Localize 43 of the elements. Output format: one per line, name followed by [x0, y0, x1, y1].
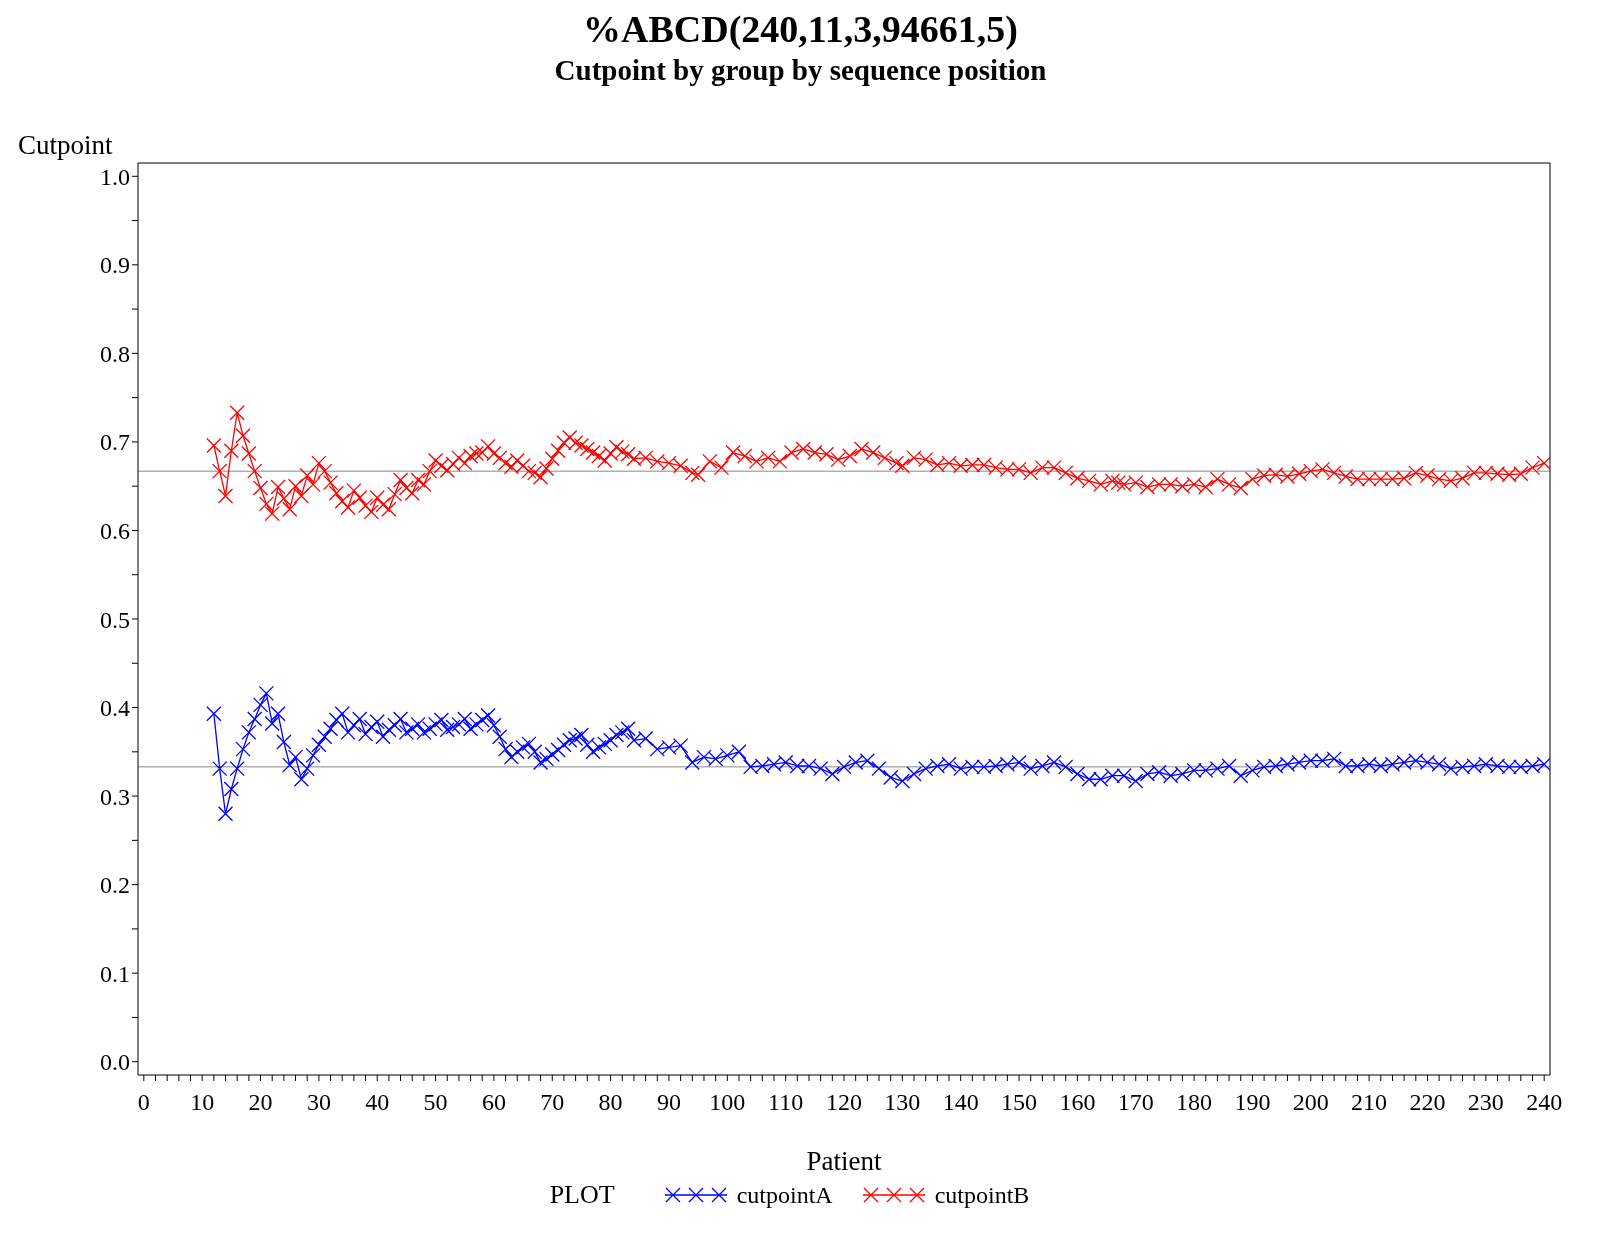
x-tick-label: 40	[365, 1089, 390, 1116]
chart-subtitle: Cutpoint by group by sequence position	[553, 53, 1048, 88]
x-tick-label: 80	[598, 1089, 623, 1116]
legend-label: cutpointA	[736, 1181, 833, 1209]
x-tick-label: 20	[248, 1089, 273, 1116]
x-tick-label: 240	[1526, 1089, 1563, 1116]
x-tick-label: 210	[1351, 1089, 1388, 1116]
y-axis-title: Cutpoint	[18, 130, 113, 161]
x-tick-label: 100	[709, 1089, 746, 1116]
chart-title: %ABCD(240,11,3,94661,5)	[582, 8, 1019, 50]
x-tick-label: 130	[884, 1089, 921, 1116]
x-tick-label: 180	[1176, 1089, 1213, 1116]
y-tick-label: 0.9	[100, 252, 130, 279]
y-tick-label: 0.5	[100, 606, 130, 633]
x-tick-label: 10	[190, 1089, 215, 1116]
x-tick-label: 170	[1117, 1089, 1154, 1116]
x-axis-title: Patient	[806, 1146, 882, 1176]
x-tick-label: 0	[137, 1089, 150, 1116]
x-tick-label: 160	[1059, 1089, 1096, 1116]
y-tick-label: 0.6	[100, 517, 130, 544]
x-tick-label: 120	[826, 1089, 862, 1116]
x-tick-label: 110	[768, 1089, 804, 1116]
y-tick-label: 0.4	[100, 695, 130, 722]
x-tick-label: 90	[656, 1089, 681, 1116]
x-tick-label: 200	[1292, 1089, 1329, 1116]
x-tick-label: 140	[942, 1089, 979, 1116]
y-tick-label: 0.8	[100, 340, 130, 367]
y-tick-label: 0.1	[100, 960, 130, 987]
y-tick-label: 0.0	[100, 1049, 130, 1076]
x-tick-label: 190	[1234, 1089, 1271, 1116]
x-tick-label: 70	[540, 1089, 565, 1116]
legend-label: cutpointB	[934, 1181, 1030, 1209]
y-tick-label: 0.7	[100, 429, 130, 456]
x-tick-label: 30	[306, 1089, 331, 1116]
x-tick-label: 220	[1409, 1089, 1446, 1116]
x-tick-label: 60	[481, 1089, 506, 1116]
y-tick-label: 1.0	[100, 163, 130, 190]
y-tick-label: 0.2	[100, 872, 130, 899]
y-tick-label: 0.3	[100, 783, 130, 810]
legend-title: PLOT	[549, 1180, 615, 1210]
x-tick-label: 150	[1001, 1089, 1038, 1116]
x-tick-label: 230	[1467, 1089, 1504, 1116]
x-tick-label: 50	[423, 1089, 448, 1116]
